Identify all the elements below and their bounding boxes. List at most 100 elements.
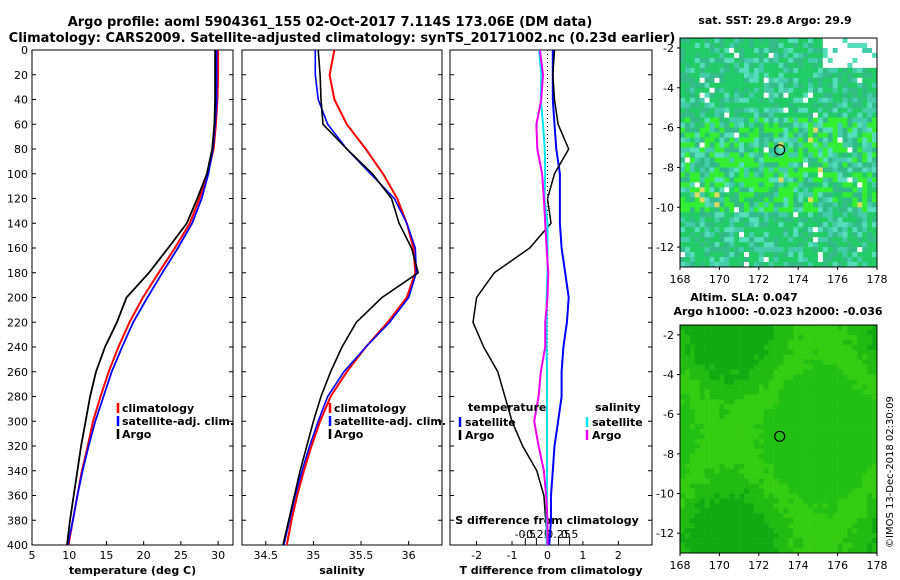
map-cell xyxy=(847,424,853,430)
map-cell xyxy=(748,47,755,54)
map-cell xyxy=(694,217,700,223)
map-cell xyxy=(753,354,760,360)
map-cell xyxy=(694,147,700,153)
map-cell xyxy=(808,237,814,243)
map-cell xyxy=(832,127,838,133)
map-cell xyxy=(729,424,735,430)
map-cell xyxy=(857,508,863,514)
map-cell xyxy=(763,97,769,104)
map-cell xyxy=(803,399,809,405)
map-cell xyxy=(808,349,814,356)
map-cell xyxy=(812,167,819,173)
map-cell xyxy=(822,57,829,64)
map-cell xyxy=(704,222,710,228)
map-cell xyxy=(798,458,804,465)
map-cell xyxy=(872,52,878,59)
map-cell xyxy=(847,222,853,228)
map-cell xyxy=(827,339,833,346)
map-cell xyxy=(778,334,784,341)
map-cell xyxy=(867,107,873,113)
map-cell xyxy=(694,137,700,143)
map-cell xyxy=(793,227,799,233)
map-cell xyxy=(867,137,873,143)
map-cell xyxy=(753,182,760,188)
map-cell xyxy=(758,478,765,484)
map-cell xyxy=(734,374,740,380)
map-cell xyxy=(778,47,784,54)
map-cell xyxy=(694,424,700,430)
map-cell xyxy=(867,232,873,238)
map-cell xyxy=(719,344,725,351)
map-cell xyxy=(680,207,686,213)
map-cell xyxy=(699,207,705,213)
map-cell xyxy=(694,38,700,44)
map-cell xyxy=(699,127,705,133)
map-cell xyxy=(808,97,814,104)
map-cell xyxy=(862,152,868,158)
map-cell xyxy=(778,543,784,549)
map-cell xyxy=(788,157,794,163)
map-cell xyxy=(808,92,814,99)
map-cell xyxy=(857,518,863,524)
map-cell xyxy=(744,62,750,69)
map-cell xyxy=(704,325,710,331)
map-cell xyxy=(684,87,691,94)
map-cell xyxy=(827,543,833,549)
map-cell xyxy=(719,325,725,331)
map-cell xyxy=(783,448,789,455)
map-cell xyxy=(744,528,750,534)
map-cell xyxy=(773,334,779,341)
map-cell xyxy=(872,349,878,356)
map-cell xyxy=(862,443,868,450)
map-cell xyxy=(729,212,735,218)
map-cell xyxy=(699,443,705,450)
map-cell xyxy=(783,409,789,415)
map-cell xyxy=(783,394,789,400)
map-cell xyxy=(739,329,745,336)
map-cell xyxy=(857,503,863,509)
map-cell xyxy=(699,38,705,44)
map-cell xyxy=(783,182,789,188)
map-cell xyxy=(793,102,799,108)
map-cell xyxy=(842,107,848,113)
map-cell xyxy=(709,67,715,74)
map-cell xyxy=(714,468,720,474)
map-cell xyxy=(734,359,740,365)
map-cell xyxy=(842,87,848,94)
map-cell xyxy=(783,528,789,534)
map-cell xyxy=(729,112,735,118)
map-cell xyxy=(694,523,700,529)
map-cell xyxy=(739,478,745,484)
map-cell xyxy=(817,137,824,143)
map-cell xyxy=(852,429,858,435)
map-cell xyxy=(753,434,760,440)
map-cell xyxy=(739,152,745,158)
map-cell xyxy=(704,262,710,268)
map-cell xyxy=(778,57,784,64)
map-cell xyxy=(729,468,735,474)
map-cell xyxy=(867,434,873,440)
map-cell xyxy=(867,394,873,400)
map-cell xyxy=(724,207,730,213)
temperature-panel: 0204060801001201401601802002202402602803… xyxy=(7,44,234,577)
map-cell xyxy=(783,237,789,243)
map-cell xyxy=(719,107,725,113)
map-cell xyxy=(808,192,814,198)
map-cell xyxy=(729,533,735,539)
map-cell xyxy=(808,52,814,59)
map-cell xyxy=(699,227,705,233)
map-cell xyxy=(872,152,878,158)
map-cell xyxy=(783,523,789,529)
map-cell xyxy=(724,508,730,514)
map-cell xyxy=(817,394,824,400)
map-cell xyxy=(808,127,814,133)
map-cell xyxy=(753,67,760,74)
map-cell xyxy=(724,325,730,331)
map-cell xyxy=(808,122,814,128)
map-cell xyxy=(704,394,710,400)
map-cell xyxy=(748,122,755,128)
map-cell xyxy=(763,232,769,238)
map-cell xyxy=(857,409,863,415)
map-cell xyxy=(847,483,853,489)
map-cell xyxy=(798,369,804,375)
